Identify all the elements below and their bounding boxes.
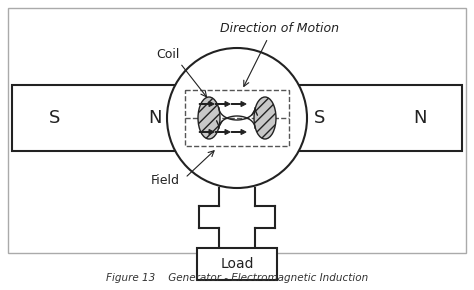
Text: S: S — [49, 109, 61, 127]
Text: Direction of Motion: Direction of Motion — [220, 21, 339, 35]
Bar — [284, 85, 462, 151]
FancyArrow shape — [215, 130, 230, 135]
FancyArrow shape — [199, 130, 214, 135]
Text: S: S — [314, 109, 326, 127]
Text: N: N — [148, 109, 162, 127]
FancyArrow shape — [215, 102, 230, 106]
Circle shape — [167, 48, 307, 188]
FancyArrow shape — [199, 102, 214, 106]
Ellipse shape — [254, 97, 276, 139]
Text: N: N — [413, 109, 427, 127]
Bar — [12, 85, 190, 151]
Bar — [8, 8, 466, 253]
Bar — [197, 248, 277, 280]
Text: Field: Field — [151, 173, 180, 186]
FancyArrow shape — [231, 102, 246, 106]
Text: Load: Load — [220, 257, 254, 271]
FancyArrow shape — [231, 130, 246, 135]
Text: Figure 13    Generator - Electromagnetic Induction: Figure 13 Generator - Electromagnetic In… — [106, 273, 368, 283]
Ellipse shape — [198, 97, 220, 139]
Text: Coil: Coil — [156, 48, 180, 61]
Bar — [185, 90, 289, 146]
